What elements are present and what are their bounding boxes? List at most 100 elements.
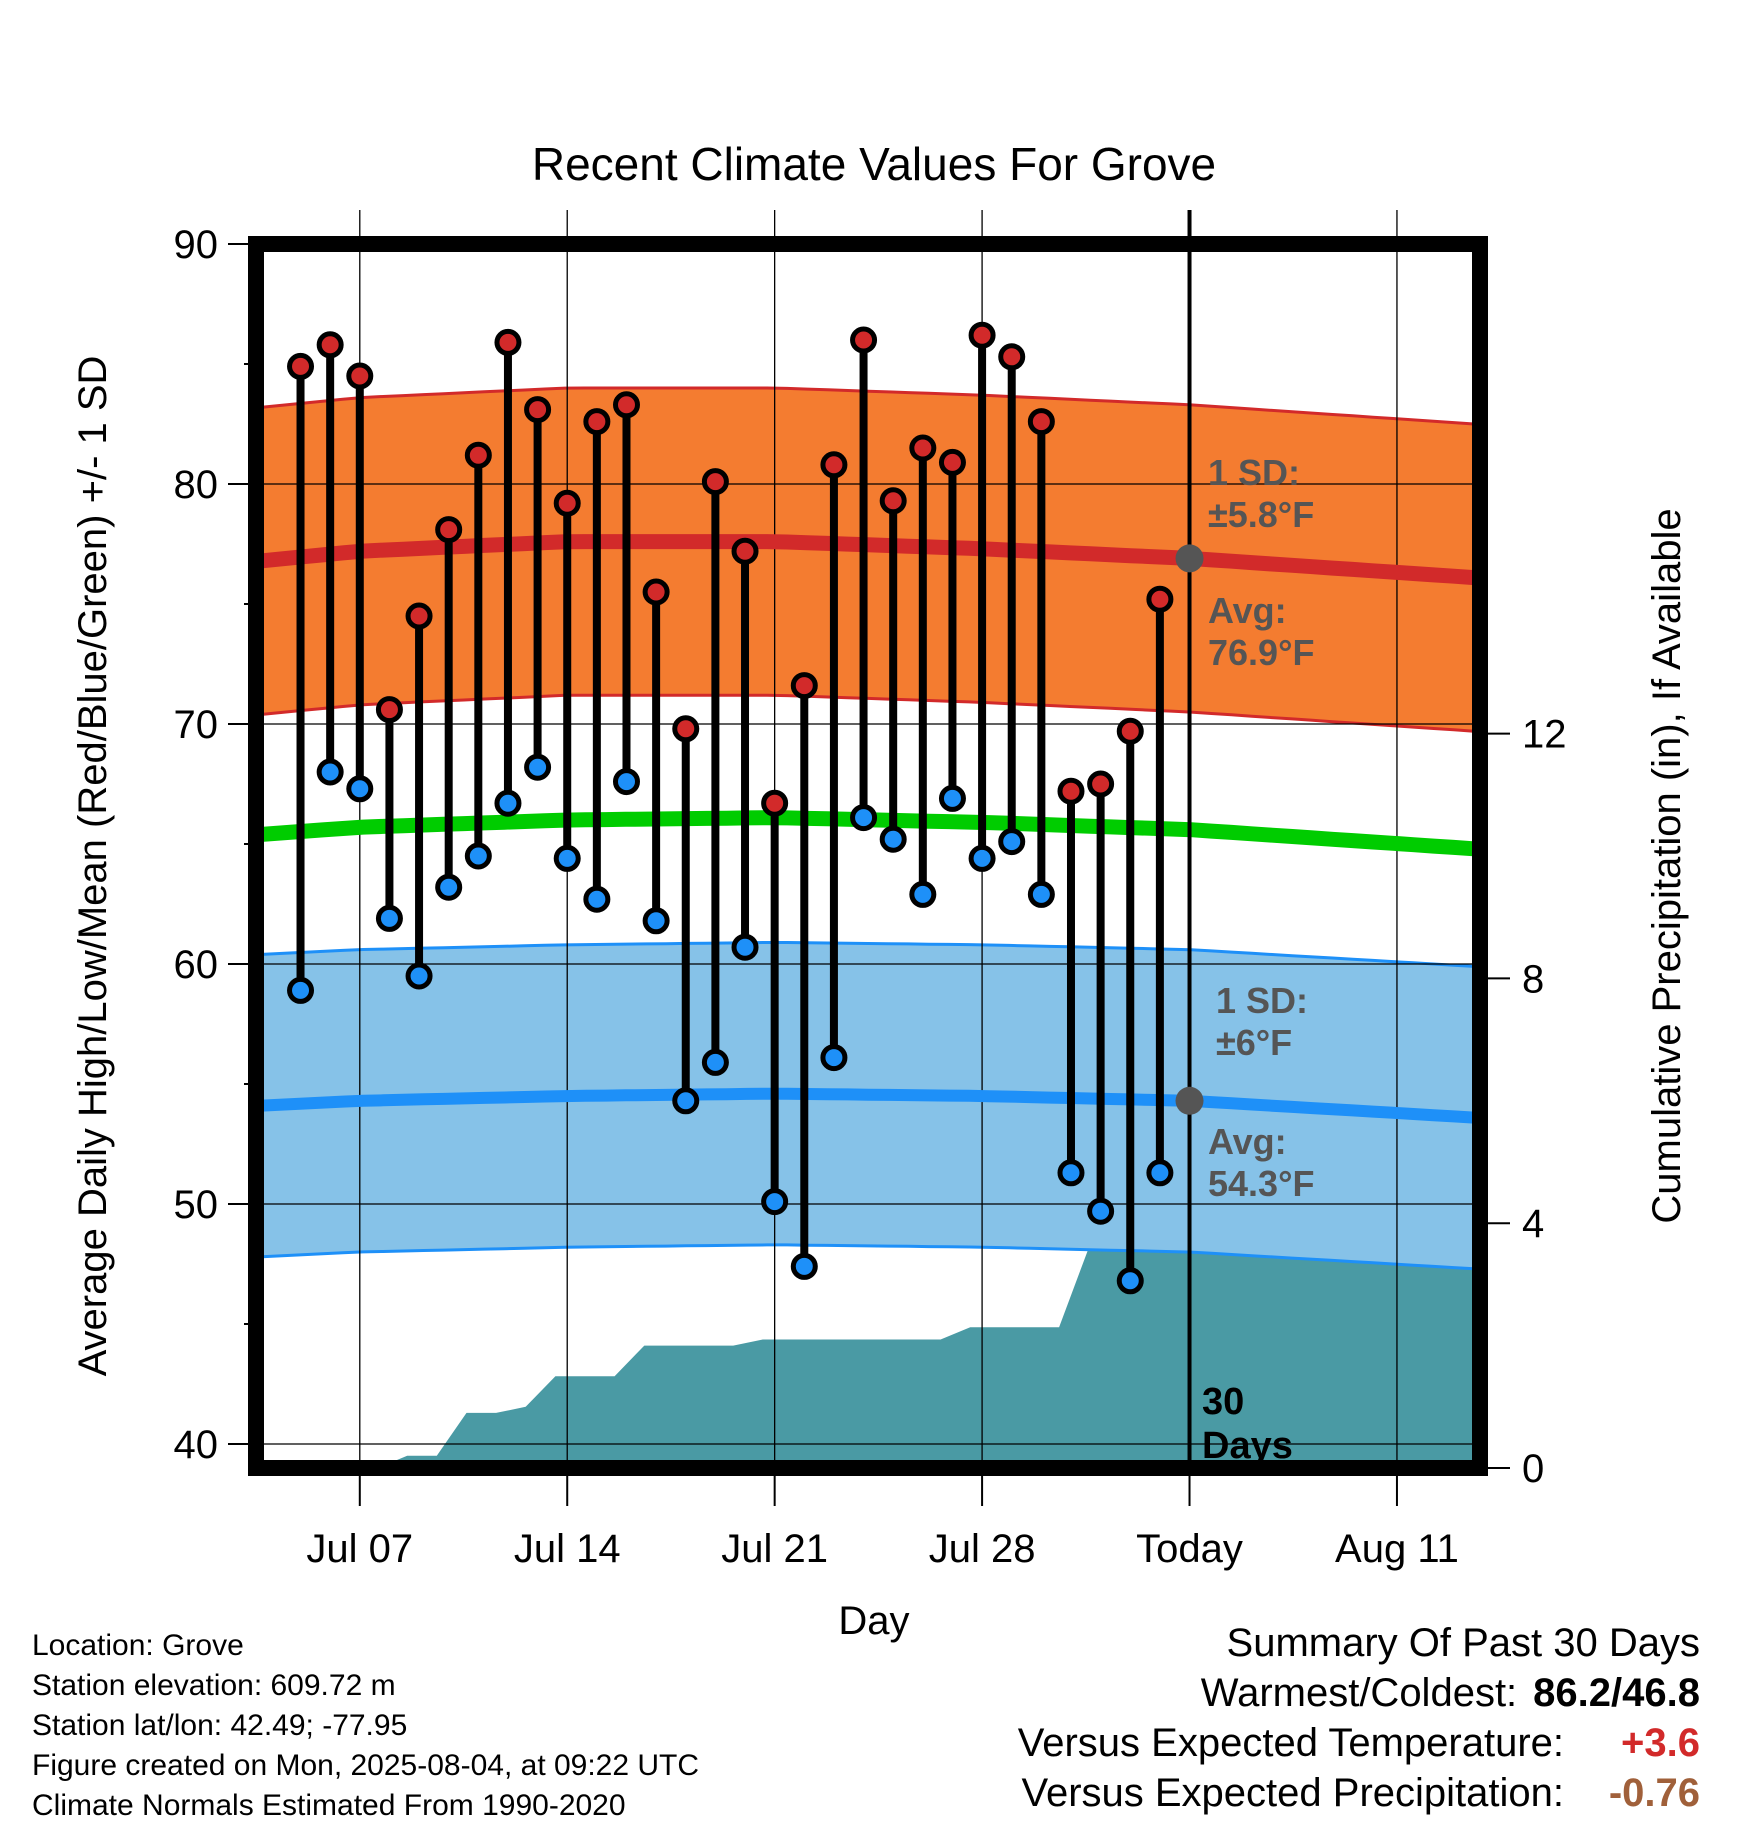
daily-high-point (583, 408, 611, 436)
daily-high-point (701, 468, 729, 496)
daily-low-point (1116, 1267, 1144, 1295)
y-left-tick-label: 40 (174, 1423, 219, 1467)
daily-low-point (346, 775, 374, 803)
temp-label: Versus Expected Temperature: (1017, 1721, 1564, 1765)
warm-cold-value: 86.2/46.8 (1533, 1671, 1700, 1715)
daily-low-point (1027, 880, 1055, 908)
daily-high-point (850, 326, 878, 354)
daily-low-point (998, 828, 1026, 856)
created-text: Figure created on Mon, 2025-08-04, at 09… (32, 1749, 700, 1782)
low-band-upper-edge (261, 941, 1475, 968)
low-sd-label: 1 SD: (1216, 980, 1308, 1021)
plot-frame (248, 236, 1488, 1476)
y-left-tick-label: 60 (174, 943, 219, 987)
x-tick-label: Today (1136, 1527, 1243, 1571)
x-tick-label: Jul 07 (306, 1527, 413, 1571)
daily-low-point (672, 1087, 700, 1115)
daily-high-point (731, 537, 759, 565)
daily-high-point (998, 343, 1026, 371)
precip-label: Versus Expected Precipitation: (1021, 1771, 1564, 1815)
daily-high-point (1087, 770, 1115, 798)
daily-low-point (701, 1048, 729, 1076)
low-band-lower-edge (261, 1243, 1475, 1271)
warm-cold-label: Warmest/Coldest: (1200, 1671, 1518, 1715)
normals-text: Climate Normals Estimated From 1990-2020 (32, 1789, 626, 1822)
high-band-lower-edge (261, 693, 1475, 733)
daily-high-point (287, 352, 315, 380)
daily-low-point (464, 842, 492, 870)
x-tick-label: Jul 14 (514, 1527, 621, 1571)
daily-high-point (524, 396, 552, 424)
latlon-text: Station lat/lon: 42.49; -77.95 (32, 1709, 408, 1742)
daily-high-point (968, 321, 996, 349)
daily-high-point (761, 789, 789, 817)
daily-high-point (820, 451, 848, 479)
x-tick-label: Aug 11 (1335, 1527, 1459, 1571)
daily-low-point (938, 784, 966, 812)
annotations: 1 SD: ±5.8°F Avg: 76.9°F 1 SD: ±6°F Avg:… (1202, 452, 1314, 1467)
daily-high-point (1057, 777, 1085, 805)
elevation-text: Station elevation: 609.72 m (32, 1669, 396, 1702)
station-metadata: Location: Grove Station elevation: 609.7… (32, 1626, 699, 1826)
summary-warm-cold: Warmest/Coldest: 86.2/46.8 (1018, 1668, 1700, 1718)
daily-low-point (405, 962, 433, 990)
today-normal-low-point (1175, 1086, 1204, 1115)
y-left-tick-label: 70 (174, 703, 219, 747)
daily-high-point (316, 331, 344, 359)
normal-low-line (261, 1087, 1475, 1124)
daily-high-point (553, 489, 581, 517)
daily-low-point (494, 789, 522, 817)
y-axis-left-label: Average Daily High/Low/Mean (Red/Blue/Gr… (71, 356, 115, 1377)
y-right-tick-label: 12 (1522, 713, 1567, 757)
daily-high-point (612, 391, 640, 419)
daily-high-point (909, 434, 937, 462)
daily-high-point (1027, 408, 1055, 436)
low-sd-band (262, 942, 1474, 1269)
daily-low-point (790, 1252, 818, 1280)
daily-low-point (287, 976, 315, 1004)
today-normal-high-point (1175, 544, 1204, 573)
location-text: Location: Grove (32, 1629, 244, 1662)
daily-low-point (968, 844, 996, 872)
summary-precip: Versus Expected Precipitation: -0.76 (1018, 1768, 1700, 1818)
summary-temp: Versus Expected Temperature: +3.6 (1018, 1718, 1700, 1768)
daily-high-point (346, 362, 374, 390)
precip-area (262, 1247, 1474, 1468)
daily-low-point (612, 768, 640, 796)
daily-low-point (642, 907, 670, 935)
y-right-tick-label: 4 (1522, 1202, 1544, 1246)
y-left-tick-label: 50 (174, 1183, 219, 1227)
daily-low-point (375, 904, 403, 932)
daily-low-point (1057, 1159, 1085, 1187)
daily-high-point (435, 516, 463, 544)
daily-low-point (761, 1188, 789, 1216)
x-axis-label: Day (838, 1599, 909, 1643)
high-avg-label: Avg: (1208, 590, 1287, 631)
high-band-upper-edge (261, 386, 1475, 426)
daily-high-point (1116, 717, 1144, 745)
low-avg-value: 54.3°F (1208, 1163, 1314, 1204)
daily-high-point (464, 441, 492, 469)
daily-low-point (435, 873, 463, 901)
days-count: 30 (1202, 1381, 1244, 1423)
x-tick-label: Jul 21 (721, 1527, 828, 1571)
normal-high-line (261, 534, 1475, 586)
high-sd-value: ±5.8°F (1208, 494, 1314, 535)
days-label: Days (1202, 1425, 1293, 1467)
daily-low-point (879, 825, 907, 853)
high-avg-value: 76.9°F (1208, 632, 1314, 673)
summary-title: Summary Of Past 30 Days (1226, 1621, 1700, 1665)
daily-high-point (1146, 585, 1174, 613)
y-left-tick-label: 90 (174, 223, 219, 267)
daily-high-point (494, 328, 522, 356)
y-left-tick-label: 80 (174, 463, 219, 507)
low-avg-label: Avg: (1208, 1121, 1287, 1162)
temp-value: +3.6 (1621, 1721, 1700, 1765)
precip-value: -0.76 (1608, 1771, 1700, 1815)
daily-low-point (524, 753, 552, 781)
daily-high-point (672, 715, 700, 743)
y-axis-right-label: Cumulative Precipitation (in), If Availa… (1645, 508, 1689, 1223)
daily-high-point (642, 578, 670, 606)
daily-low-point (1087, 1197, 1115, 1225)
